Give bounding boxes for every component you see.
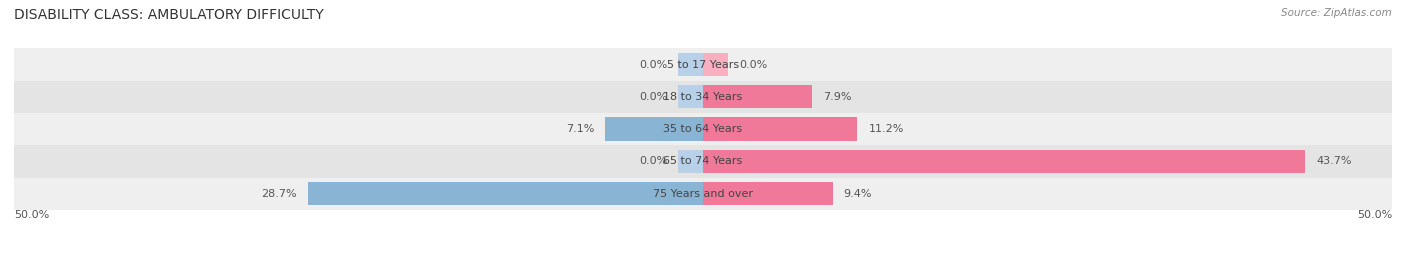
Bar <box>308 182 703 205</box>
Text: 28.7%: 28.7% <box>262 189 297 199</box>
Bar <box>678 85 703 108</box>
Bar <box>703 150 1305 173</box>
Text: 0.0%: 0.0% <box>638 156 668 167</box>
Bar <box>703 182 832 205</box>
Bar <box>605 118 703 141</box>
Text: 0.0%: 0.0% <box>638 59 668 70</box>
Text: 0.0%: 0.0% <box>638 92 668 102</box>
Bar <box>14 48 1392 81</box>
Text: 75 Years and over: 75 Years and over <box>652 189 754 199</box>
Text: 5 to 17 Years: 5 to 17 Years <box>666 59 740 70</box>
Bar <box>14 81 1392 113</box>
Text: 7.1%: 7.1% <box>565 124 595 134</box>
Bar <box>703 53 728 76</box>
Bar <box>14 113 1392 145</box>
Text: DISABILITY CLASS: AMBULATORY DIFFICULTY: DISABILITY CLASS: AMBULATORY DIFFICULTY <box>14 8 323 22</box>
Text: 50.0%: 50.0% <box>1357 210 1392 220</box>
Text: 18 to 34 Years: 18 to 34 Years <box>664 92 742 102</box>
Bar <box>14 178 1392 210</box>
Bar <box>14 145 1392 178</box>
Text: 7.9%: 7.9% <box>823 92 852 102</box>
Text: 65 to 74 Years: 65 to 74 Years <box>664 156 742 167</box>
Text: 9.4%: 9.4% <box>844 189 872 199</box>
Text: 35 to 64 Years: 35 to 64 Years <box>664 124 742 134</box>
Bar <box>678 150 703 173</box>
Text: Source: ZipAtlas.com: Source: ZipAtlas.com <box>1281 8 1392 18</box>
Text: 0.0%: 0.0% <box>738 59 768 70</box>
Text: 11.2%: 11.2% <box>869 124 904 134</box>
Legend: Male, Female: Male, Female <box>643 266 763 269</box>
Bar <box>703 85 811 108</box>
Bar <box>703 118 858 141</box>
Text: 43.7%: 43.7% <box>1316 156 1351 167</box>
Text: 50.0%: 50.0% <box>14 210 49 220</box>
Bar <box>678 53 703 76</box>
